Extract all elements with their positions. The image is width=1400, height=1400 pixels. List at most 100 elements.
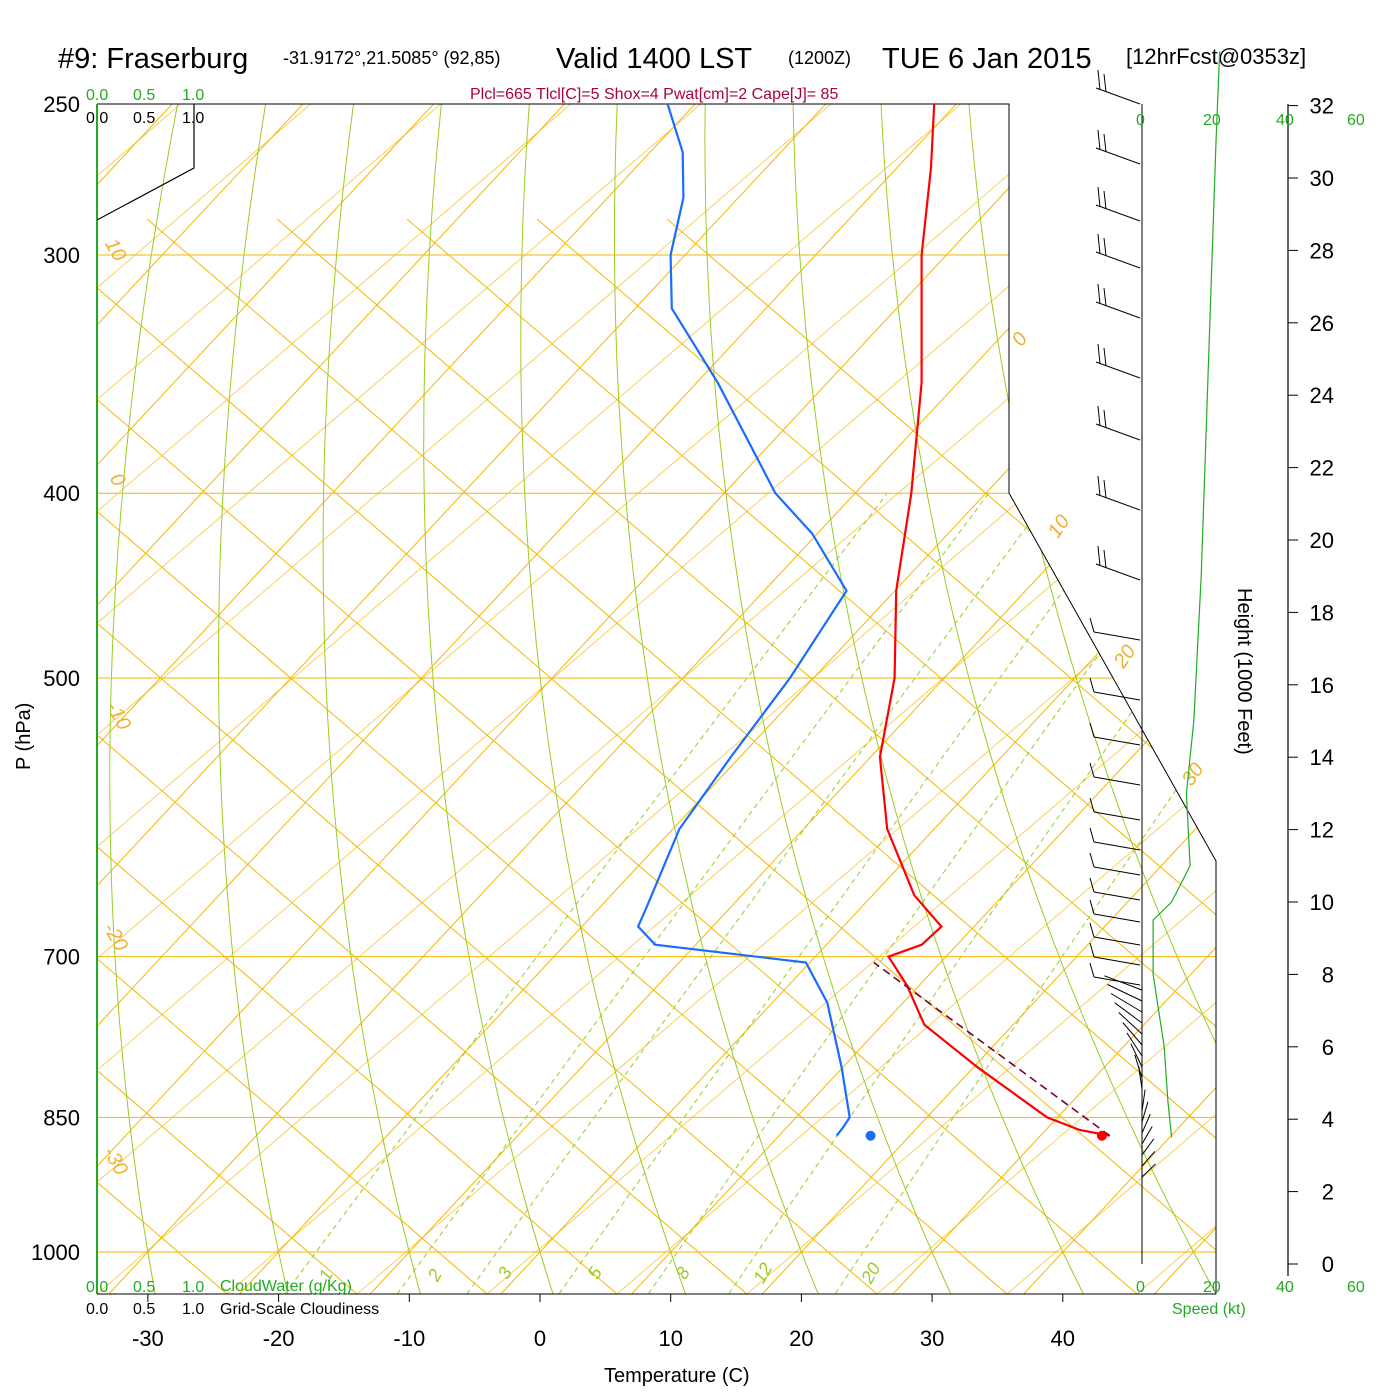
speed-top-tick-0: 0 (1136, 112, 1145, 129)
wind-barb-shaft (1141, 1101, 1149, 1123)
guide-line (97, 104, 978, 1294)
valid-date: TUE 6 Jan 2015 (882, 43, 1092, 75)
speed-top-tick-3: 60 (1347, 112, 1365, 129)
wind-barb-shaft (1095, 87, 1141, 105)
wind-barb-flag (1089, 617, 1095, 633)
isotherm-label: 30 (1178, 759, 1209, 790)
wind-barb-flag (1103, 479, 1107, 499)
dry-adiabat-line (217, 104, 294, 1294)
guide-line (486, 104, 1216, 1294)
isotherm-label: 10 (1044, 511, 1075, 542)
height-axis-title: Height (1000 Feet) (1233, 588, 1255, 755)
wind-barb-shaft (1104, 975, 1143, 991)
wind-barb-shaft (1095, 251, 1141, 269)
temperature-tick-label: 30 (920, 1326, 944, 1351)
height-tick-label: 24 (1310, 383, 1334, 408)
wind-barb-shaft (1141, 1163, 1156, 1178)
wind-barb-shaft (1093, 956, 1141, 966)
wind-barb-shaft (1107, 984, 1143, 1002)
wind-barb-shaft (1110, 993, 1143, 1013)
isotherm-line (487, 104, 1216, 1294)
temperature-tick-label: -30 (132, 1326, 164, 1351)
speed-bottom-tick-0: 0 (1136, 1279, 1145, 1296)
wind-barb-flag (1089, 677, 1095, 693)
height-tick-label: 4 (1322, 1107, 1334, 1132)
dry-adiabat-lines (0, 70, 1216, 1316)
guide-line (876, 104, 1216, 1294)
moist-adiabat-line (666, 218, 1216, 1294)
wind-barb-flag (1089, 899, 1095, 915)
speed-bottom-tick-2: 40 (1276, 1279, 1294, 1296)
wind-barb-shaft (1141, 1113, 1151, 1134)
mixing-ratio-label: 20 (857, 1259, 885, 1287)
wind-barb-shaft (1130, 1043, 1143, 1068)
dry-adiabat-line (423, 104, 561, 1294)
isotherm-label: -20 (98, 919, 132, 955)
wind-barb-flag (1103, 549, 1107, 569)
pressure-tick-label: 250 (43, 92, 80, 117)
mixing-ratio-label: 2 (423, 1266, 446, 1286)
dry-adiabat-line (0, 70, 11, 1316)
wind-barb-flag (1097, 405, 1101, 427)
wind-barb-shaft (1093, 936, 1141, 946)
moist-adiabat-line (97, 218, 748, 1294)
wind-barb-flag (1097, 129, 1101, 151)
cloud-black-bottom-tick-2: 1.0 (182, 1301, 204, 1318)
wind-barb-flag (1097, 186, 1101, 208)
temperature-tick-label: 10 (658, 1326, 682, 1351)
wind-barb-shaft (1095, 361, 1141, 379)
wind-barb-shaft (1138, 1066, 1143, 1090)
dry-adiabat-line (879, 104, 1216, 1294)
isotherm-line (97, 104, 581, 1294)
wind-barb-flag (1103, 409, 1107, 429)
temperature-tick-label: 0 (534, 1326, 546, 1351)
cloud-black-bottom-tick-1: 0.5 (133, 1301, 155, 1318)
moist-adiabat-line (97, 218, 618, 1294)
isotherm-label: 20 (1109, 641, 1140, 673)
mixing-ratio-label: 8 (672, 1264, 694, 1283)
speed-bottom-tick-1: 20 (1203, 1279, 1221, 1296)
guide-line (356, 104, 1216, 1294)
guide-line (97, 104, 198, 1294)
dry-adiabat-line (520, 104, 695, 1294)
dewpoint-profile-line (636, 104, 851, 1137)
wind-barb-shaft (1093, 866, 1141, 876)
wind-barb-shaft (1093, 891, 1141, 901)
wind-barb-shaft (1114, 1002, 1143, 1024)
height-tick-label: 28 (1310, 238, 1334, 263)
wind-barb-flag (1103, 237, 1107, 257)
station-coords: -31.9172°,21.5085° (92,85) (283, 48, 501, 68)
dry-adiabat-line (704, 104, 962, 1294)
surface-temperature-point (1096, 1130, 1107, 1141)
height-tick-label: 8 (1322, 962, 1334, 987)
wind-barb-shaft (1141, 1151, 1156, 1167)
isotherm-label: -30 (98, 1143, 132, 1179)
wind-barb-flag (1089, 722, 1095, 738)
isotherm-line (1272, 87, 1400, 1308)
temperature-tick-label: -20 (263, 1326, 295, 1351)
cloud-green-bottom-tick-0: 0.0 (86, 1279, 108, 1296)
plot-frame-right (97, 103, 1217, 1294)
pressure-tick-label: 850 (43, 1105, 80, 1130)
wind-barb-shaft (1095, 563, 1141, 581)
valid-time: Valid 1400 LST (556, 43, 752, 75)
moist-adiabat-line (536, 218, 1216, 1294)
isotherm-label: -10 (101, 698, 135, 734)
isotherm-label: 0 (105, 470, 130, 491)
temperature-tick-label: -10 (393, 1326, 425, 1351)
height-tick-label: 10 (1310, 890, 1334, 915)
cloudiness-trace (96, 104, 195, 221)
height-tick-label: 22 (1310, 456, 1334, 481)
height-tick-label: 12 (1310, 818, 1334, 843)
guide-line (616, 104, 1216, 1294)
wind-barb-shaft (1141, 1138, 1155, 1156)
dry-adiabat-line (1139, 104, 1216, 1294)
speed-top-tick-2: 40 (1276, 112, 1294, 129)
mixing-ratio-line (380, 492, 990, 1294)
isotherm-line (97, 104, 711, 1294)
moist-adiabat-line (97, 218, 878, 1294)
wind-barb-flag (1103, 287, 1107, 307)
height-tick-label: 14 (1310, 745, 1334, 770)
